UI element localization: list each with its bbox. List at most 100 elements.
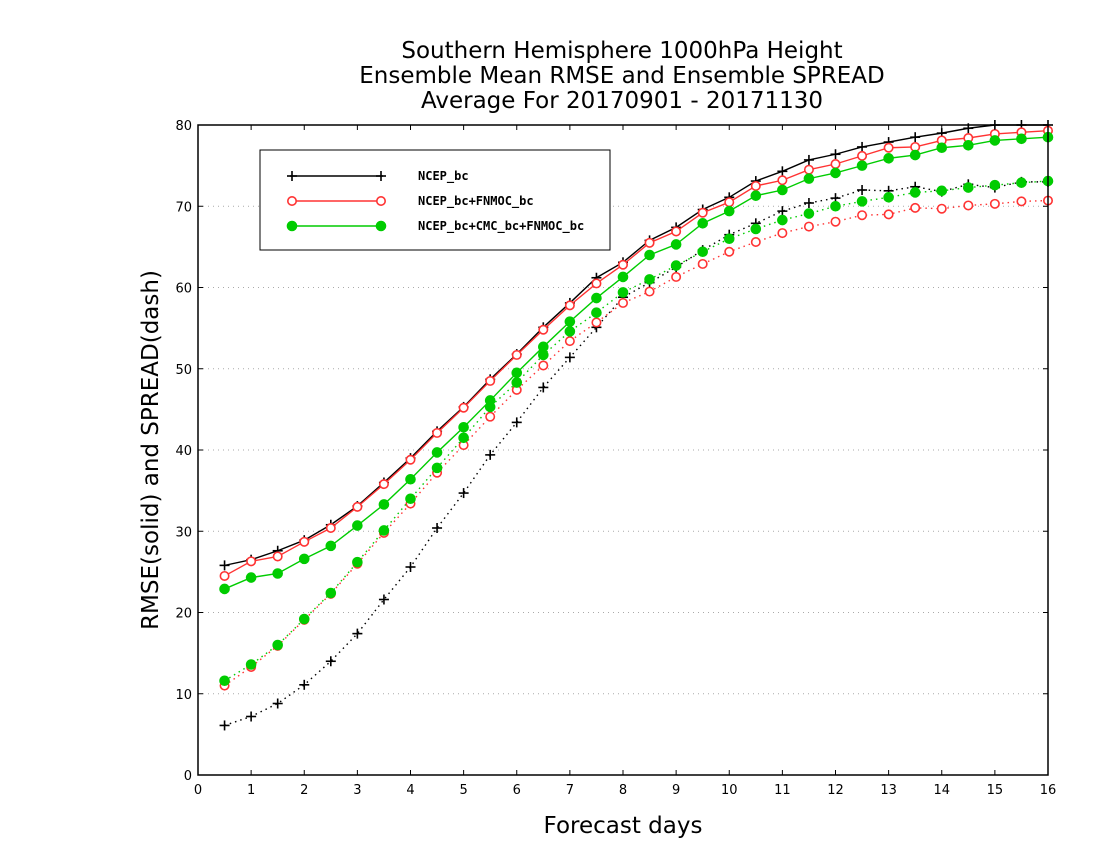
data-point-rmse [485,375,496,386]
data-point-rmse [272,551,283,562]
data-point-rmse [723,205,735,217]
data-point-rmse [299,536,310,547]
series-line-spread [224,181,1048,727]
data-point-spread [724,246,735,257]
legend-marker [287,171,297,181]
data-point-spread [432,523,443,533]
data-point-rmse [644,249,655,261]
y-tick-label: 80 [175,119,192,134]
data-point-rmse [272,568,283,579]
data-point-spread [803,198,814,208]
data-point-spread [857,185,868,195]
data-point-spread [538,349,549,361]
data-point-rmse [697,218,708,229]
data-point-spread [617,297,628,308]
data-point-rmse [591,278,602,289]
legend-label: NCEP_bc [418,169,469,184]
data-point-rmse [352,520,363,531]
data-point-rmse [405,473,416,485]
x-tick-label: 4 [406,783,414,798]
x-tick-label: 0 [194,783,202,798]
data-point-rmse [777,184,788,196]
data-point-spread [591,307,602,318]
title-line-1: Southern Hemisphere 1000hPa Height [401,38,842,64]
data-point-spread [963,182,974,193]
data-point-rmse [431,447,443,458]
legend-marker [286,220,298,232]
data-point-spread [564,336,575,347]
data-point-rmse [245,572,257,583]
data-point-rmse [910,132,921,143]
data-point-rmse [432,427,443,438]
data-point-spread [564,326,576,337]
x-axis-label: Forecast days [544,813,703,839]
legend: NCEP_bc NCEP_bc+FNMOC_bc NCEP_bc+CMC_bc+FN… [259,149,611,251]
data-point-spread [989,179,1001,191]
legend-label: NCEP_bc+FNMOC_bc [418,194,534,209]
data-point-spread [405,493,416,505]
data-point-rmse [219,583,230,595]
data-point-rmse [856,160,868,171]
x-tick-label: 16 [1040,783,1057,798]
data-point-rmse [538,324,549,335]
x-tick-label: 5 [459,783,467,798]
data-point-rmse [670,239,682,250]
y-tick-label: 10 [175,688,192,703]
data-point-spread [989,198,1000,209]
data-point-spread [777,214,788,226]
data-point-rmse [458,402,469,413]
data-point-rmse [803,154,814,165]
data-point-spread [484,401,496,413]
data-point-spread [246,711,257,722]
series-line-spread [224,180,1049,682]
data-point-rmse [591,292,602,304]
x-tick-label: 3 [353,783,361,798]
data-point-spread [936,203,947,214]
data-point-spread [1016,177,1027,188]
data-point-spread [803,208,815,219]
data-point-spread [830,200,841,212]
title-line-2: Ensemble Mean RMSE and Ensemble SPREAD [359,63,884,89]
data-point-spread [298,613,310,625]
data-point-spread [219,720,230,731]
data-point-spread [378,594,389,605]
data-point-spread [538,382,549,393]
data-point-spread [458,488,469,499]
data-point-rmse [352,501,363,512]
legend-label: NCEP_bc+CMC_bc+FNMOC_bc [418,219,584,234]
x-tick-label: 10 [721,783,738,798]
data-point-rmse [909,149,921,161]
data-point-rmse [697,207,708,218]
data-point-rmse [883,153,894,164]
data-point-rmse [857,141,868,152]
data-point-rmse [511,349,522,360]
data-point-spread [777,228,788,239]
legend-marker [376,171,386,181]
data-point-spread [325,587,337,599]
data-point-rmse [564,300,575,311]
data-point-spread [511,417,522,428]
data-point-spread [963,200,974,211]
series-line-rmse [224,124,1048,567]
data-point-spread [856,196,868,207]
data-point-rmse [830,159,841,170]
data-point-rmse [617,271,629,283]
data-point-rmse [750,180,761,191]
data-point-rmse [857,150,868,161]
data-point-rmse [617,259,628,270]
data-point-spread [750,237,761,248]
data-point-spread [803,221,814,232]
data-point-spread [511,377,523,388]
data-point-rmse [936,142,948,154]
data-point-spread [617,287,629,298]
data-point-rmse [803,164,814,175]
x-tick-label: 9 [672,783,680,798]
data-point-spread [591,317,602,328]
data-point-spread [1016,196,1027,207]
data-point-rmse [219,560,230,571]
data-point-rmse [564,316,576,327]
data-point-rmse [777,166,788,177]
data-point-rmse [644,237,655,248]
axes: 0 1 2 3 4 5 6 7 8 9 10 11 12 13 14 15 160102030405060708… [175,119,1056,798]
